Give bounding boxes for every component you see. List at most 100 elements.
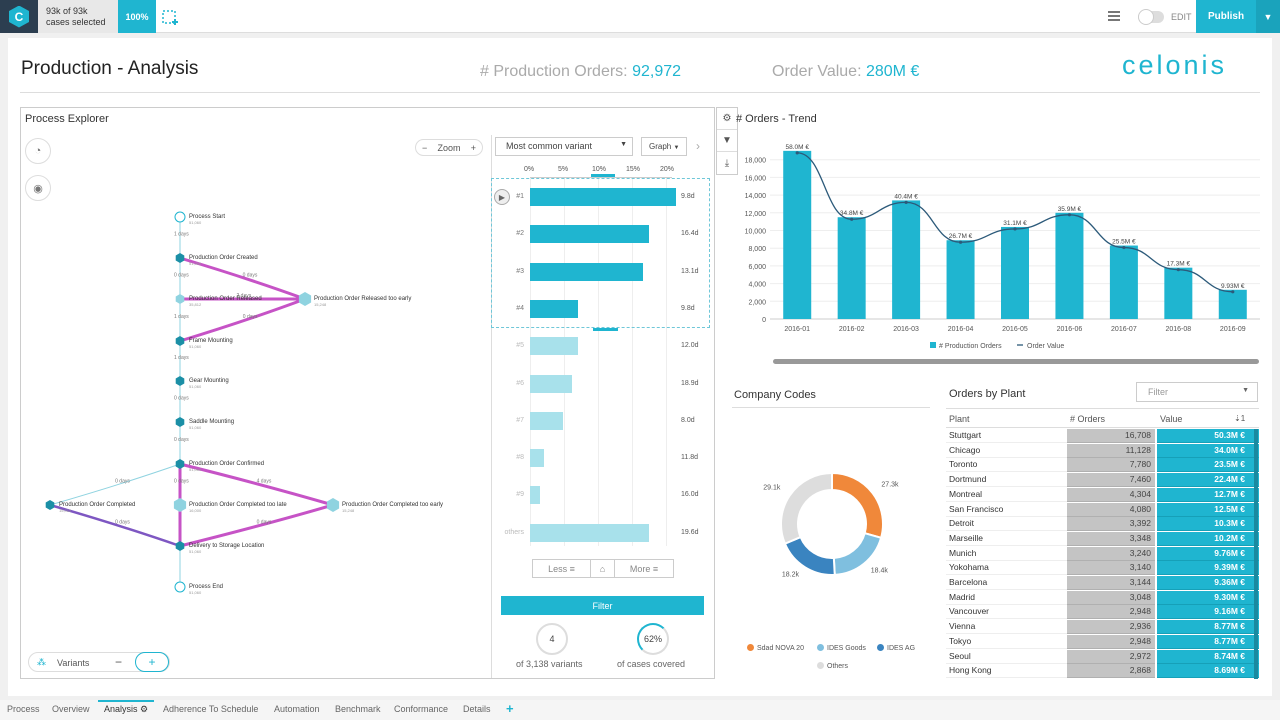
variant-bar[interactable] [530, 486, 541, 505]
edit-toggle-knob[interactable] [1138, 9, 1154, 25]
table-row[interactable]: Madrid 3,048 9.30M € [946, 590, 1259, 605]
add-selection-icon[interactable] [162, 8, 180, 26]
variant-bar[interactable] [530, 225, 649, 244]
table-row[interactable]: Vienna 2,936 8.77M € [946, 620, 1259, 635]
plant-filter-select[interactable]: Filter ▼ [1136, 382, 1258, 402]
variant-bar[interactable] [530, 262, 643, 281]
y-tick-label: 4,000 [748, 282, 766, 289]
col-orders[interactable]: # Orders [1070, 414, 1106, 424]
plant-cell: Vienna [949, 621, 976, 632]
edge-label: 0 days [174, 396, 189, 402]
x-tick-label: 2016-08 [1165, 326, 1191, 333]
tab-process[interactable]: Process [7, 704, 40, 714]
zoom-out-button[interactable]: − [422, 142, 428, 153]
variant-bar[interactable] [530, 523, 649, 542]
table-row[interactable]: Detroit 3,392 10.3M € [946, 517, 1259, 532]
table-row[interactable]: Hong Kong 2,868 8.69M € [946, 664, 1259, 679]
variant-bar[interactable] [530, 411, 563, 430]
y-tick-label: 12,000 [745, 211, 767, 218]
variants-label: Variants [57, 658, 90, 668]
activity-node-icon [45, 500, 55, 510]
variants-minus-button[interactable]: − [115, 655, 123, 669]
less-button[interactable]: Less ≡ [533, 560, 591, 577]
add-tab-plus-icon[interactable]: + [506, 701, 514, 716]
process-graph[interactable]: 1 days 0 days 0 days 2 days 0 days 1 days 1 da… [20, 200, 490, 610]
variant-bar[interactable] [530, 337, 578, 356]
activity-name: Process Start [189, 214, 225, 220]
activity-name: Production Order Created [189, 255, 258, 261]
app-logo[interactable]: C [0, 0, 38, 33]
publish-button[interactable]: Publish [1196, 0, 1256, 33]
col-value[interactable]: Value [1160, 414, 1183, 424]
variants-plus-button[interactable]: + [135, 652, 169, 672]
table-row[interactable]: Tokyo 2,948 8.77M € [946, 634, 1259, 649]
axis-tick-label: 10% [592, 166, 607, 173]
more-button[interactable]: More ≡ [615, 560, 673, 577]
sort-desc-icon[interactable]: ⇣1 [1234, 414, 1246, 423]
tab-analysis[interactable]: Analysis ⚙ [104, 704, 148, 715]
legend-item: Sdad NOVA 20 [747, 644, 804, 652]
variant-bar[interactable] [530, 299, 578, 318]
variant-duration: 9.8d [681, 304, 695, 312]
table-row[interactable]: Munich 3,240 9.76M € [946, 546, 1259, 561]
tab-automation[interactable]: Automation [274, 704, 320, 714]
edge-label: 1 days [174, 232, 189, 238]
table-row[interactable]: Vancouver 2,948 9.16M € [946, 605, 1259, 620]
graph-type-select[interactable]: Graph ▼ [641, 137, 687, 156]
download-icon[interactable]: ⤓ [724, 157, 730, 169]
process-explorer-title: Process Explorer [25, 113, 109, 125]
slice-label: 27.3k [881, 482, 899, 489]
table-row[interactable]: Seoul 2,972 8.74M € [946, 649, 1259, 664]
value-cell: 23.5M € [1157, 458, 1259, 473]
variant-bar[interactable] [530, 188, 677, 206]
edge-label: 0 days [257, 520, 272, 526]
plant-cell: Marseille [949, 532, 984, 543]
chevron-right-icon[interactable]: › [696, 139, 700, 153]
table-row[interactable]: San Francisco 4,080 12.5M € [946, 502, 1259, 517]
variant-bar[interactable] [530, 374, 573, 393]
orders-cell: 4,080 [1067, 502, 1155, 517]
table-row[interactable]: Toronto 7,780 23.5M € [946, 458, 1259, 473]
orders-cell: 4,304 [1067, 487, 1155, 502]
table-row[interactable]: Stuttgart 16,708 50.3M € [946, 429, 1259, 443]
selection-handle[interactable] [593, 328, 618, 331]
animation-timer-icon[interactable]: ◔ [25, 138, 51, 164]
legend-bar-swatch [930, 342, 936, 348]
chevron-down-icon: ▼ [1242, 387, 1249, 394]
tab-overview[interactable]: Overview [52, 704, 90, 714]
table-row[interactable]: Chicago 11,128 34.0M € [946, 443, 1259, 458]
table-row[interactable]: Yokohama 3,140 9.39M € [946, 561, 1259, 576]
table-row[interactable]: Barcelona 3,144 9.36M € [946, 576, 1259, 590]
settings-gear-icon[interactable]: ⚙ [717, 108, 737, 130]
filter-button[interactable]: Filter [501, 596, 704, 615]
cases-selected-indicator[interactable]: 93k of 93k cases selected [38, 0, 118, 33]
graph-edge [179, 462, 334, 507]
x-tick-label: 2016-07 [1111, 326, 1137, 333]
tab-benchmark[interactable]: Benchmark [335, 704, 381, 714]
tab-details[interactable]: Details [463, 704, 491, 714]
hamburger-menu-icon[interactable] [1108, 11, 1120, 21]
tab-conformance[interactable]: Conformance [394, 704, 448, 714]
table-row[interactable]: Dortmund 7,460 22.4M € [946, 473, 1259, 488]
value-cell: 12.5M € [1157, 502, 1259, 517]
activity-name: Production Order Completed too late [189, 502, 287, 508]
trend-scrollbar[interactable] [773, 359, 1259, 364]
y-tick-label: 0 [762, 317, 766, 324]
visibility-eye-icon[interactable]: ◉ [25, 175, 51, 201]
y-tick-label: 14,000 [745, 193, 767, 200]
publish-dropdown-button[interactable]: ▼ [1256, 0, 1280, 33]
zoom-label: Zoom [437, 142, 461, 153]
table-row[interactable]: Montreal 4,304 12.7M € [946, 487, 1259, 502]
zoom-in-button[interactable]: + [470, 142, 476, 153]
tab-adherence-to-schedule[interactable]: Adherence To Schedule [163, 704, 258, 714]
tab-settings-gear-icon[interactable]: ⚙ [137, 704, 149, 714]
col-plant[interactable]: Plant [949, 414, 970, 424]
variant-sort-select[interactable]: Most common variant ▼ [495, 137, 633, 156]
table-scrollbar[interactable] [1254, 429, 1258, 679]
filter-funnel-icon[interactable]: ▼ [717, 130, 737, 152]
play-icon[interactable]: ▶ [494, 189, 510, 205]
plant-cell: Madrid [949, 591, 975, 602]
table-row[interactable]: Marseille 3,348 10.2M € [946, 531, 1259, 546]
variant-bar[interactable] [530, 449, 544, 468]
home-button[interactable]: ⌂ [591, 560, 615, 577]
